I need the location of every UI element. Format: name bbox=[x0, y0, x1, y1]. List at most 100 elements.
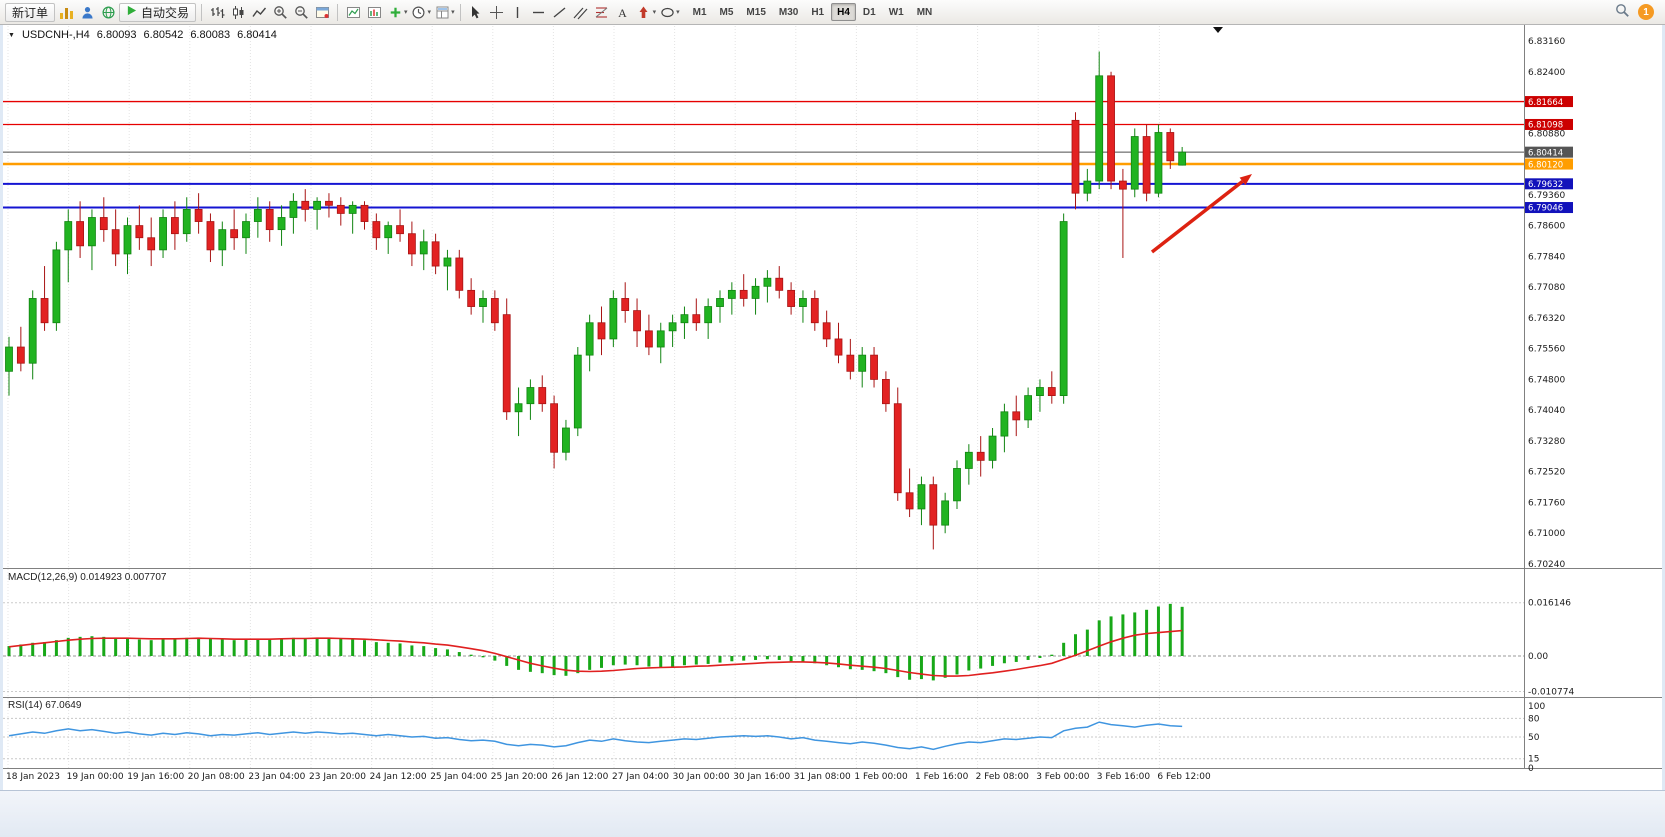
candle-body bbox=[704, 306, 713, 324]
candle-body bbox=[348, 204, 357, 214]
candle-body bbox=[597, 322, 606, 340]
candle-body bbox=[739, 289, 748, 299]
timeframe-m5[interactable]: M5 bbox=[714, 3, 740, 21]
indicator-list-icon[interactable] bbox=[343, 3, 363, 22]
zoom-in-icon[interactable] bbox=[270, 3, 290, 22]
candle-body bbox=[727, 289, 736, 299]
timeframe-m1[interactable]: M1 bbox=[687, 3, 713, 21]
horizontal-line-icon[interactable] bbox=[529, 3, 549, 22]
zoom-out-icon[interactable] bbox=[291, 3, 311, 22]
current-price-line-badge-label: 6.80414 bbox=[1528, 148, 1563, 158]
time-axis-label: 18 Jan 2023 bbox=[6, 772, 60, 782]
candle-body bbox=[135, 225, 144, 239]
equidistant-channel-icon[interactable] bbox=[571, 3, 591, 22]
candle-body bbox=[822, 322, 831, 340]
trendline-icon[interactable] bbox=[550, 3, 570, 22]
timeframe-h4[interactable]: H4 bbox=[831, 3, 856, 21]
candle-body bbox=[573, 354, 582, 429]
main-toolbar: 新订单 自动交易 ▾ ▾ ▾ bbox=[0, 0, 1665, 25]
time-axis-label: 19 Jan 16:00 bbox=[127, 772, 184, 782]
candle-body bbox=[799, 298, 807, 307]
candlestick-chart-icon[interactable] bbox=[228, 3, 248, 22]
text-label-icon[interactable]: A bbox=[613, 3, 633, 22]
candle-body bbox=[716, 298, 724, 307]
rsi-indicator-label: RSI(14) 67.0649 bbox=[8, 700, 82, 711]
timeframe-toolbar: M1 M5 M15 M30 H1 H4 D1 W1 MN bbox=[687, 3, 939, 21]
candle-body bbox=[336, 204, 345, 214]
time-axis-label: 25 Jan 04:00 bbox=[430, 772, 487, 782]
resistance-line-2-badge-label: 6.81098 bbox=[1528, 121, 1563, 131]
auto-trading-button[interactable]: 自动交易 bbox=[119, 2, 197, 22]
timeframe-h1[interactable]: H1 bbox=[805, 3, 830, 21]
new-order-button[interactable]: 新订单 bbox=[5, 2, 56, 22]
dropdown-caret[interactable]: ▾ bbox=[427, 9, 432, 16]
charts-window-icon[interactable] bbox=[56, 3, 76, 22]
search-icon[interactable] bbox=[1615, 3, 1630, 21]
shapes-icon[interactable] bbox=[657, 3, 677, 22]
candle-body bbox=[609, 298, 618, 340]
one-click-trading-icon[interactable]: ▼ bbox=[8, 31, 15, 39]
line-chart-icon[interactable] bbox=[249, 3, 269, 22]
cursor-icon[interactable] bbox=[466, 3, 486, 22]
time-axis-label: 23 Jan 04:00 bbox=[248, 772, 305, 782]
new-order-label: 新订单 bbox=[12, 5, 49, 20]
candle-body bbox=[1166, 132, 1175, 162]
market-watch-icon[interactable] bbox=[77, 3, 97, 22]
candle-body bbox=[1059, 221, 1068, 397]
notification-badge[interactable]: 1 bbox=[1638, 4, 1654, 20]
dropdown-caret[interactable]: ▾ bbox=[676, 9, 680, 16]
price-axis-label: 6.82400 bbox=[1528, 68, 1565, 78]
candle-body bbox=[407, 233, 416, 255]
timeframe-mn[interactable]: MN bbox=[911, 3, 939, 21]
time-axis-label: 6 Feb 12:00 bbox=[1157, 772, 1211, 782]
indicator-window-icon[interactable] bbox=[364, 3, 384, 22]
timeframe-w1[interactable]: W1 bbox=[883, 3, 910, 21]
candle-body bbox=[289, 200, 298, 218]
candle-body bbox=[1000, 411, 1009, 437]
templates-icon[interactable] bbox=[432, 3, 452, 22]
candle-body bbox=[1024, 395, 1032, 421]
candle-body bbox=[1119, 180, 1127, 190]
dropdown-caret[interactable]: ▾ bbox=[451, 9, 455, 16]
support-line-2-badge bbox=[1525, 202, 1573, 214]
pivot-line-orange-badge bbox=[1525, 158, 1573, 170]
trend-arrow[interactable] bbox=[1150, 180, 1244, 254]
timeframe-m30[interactable]: M30 bbox=[773, 3, 804, 21]
price-axis-label: 6.70240 bbox=[1528, 560, 1565, 570]
arrow-objects-icon[interactable] bbox=[634, 3, 654, 22]
vertical-line-icon[interactable] bbox=[508, 3, 528, 22]
profiles-icon[interactable] bbox=[312, 3, 332, 22]
dropdown-caret[interactable]: ▾ bbox=[404, 9, 408, 16]
candle-body bbox=[668, 322, 677, 332]
macd-axis-label: 0.00 bbox=[1528, 652, 1548, 662]
price-axis-label: 6.72520 bbox=[1528, 468, 1565, 478]
candle-body bbox=[313, 200, 322, 210]
price-axis-label: 6.79360 bbox=[1528, 191, 1565, 201]
bar-chart-icon[interactable] bbox=[207, 3, 227, 22]
macd-signal-line bbox=[8, 629, 1183, 677]
candle-body bbox=[538, 387, 547, 405]
candle-body bbox=[988, 435, 997, 461]
candle-body bbox=[810, 298, 819, 324]
candle-body bbox=[419, 241, 428, 255]
candle-body bbox=[396, 225, 404, 235]
timeframe-m15[interactable]: M15 bbox=[740, 3, 771, 21]
crosshair-icon[interactable] bbox=[487, 3, 507, 22]
price-axis-label: 6.74040 bbox=[1528, 406, 1565, 416]
candle-body bbox=[680, 314, 689, 324]
candle-body bbox=[656, 330, 665, 348]
fibonacci-icon[interactable] bbox=[592, 3, 612, 22]
trend-arrow-head[interactable] bbox=[1239, 174, 1252, 186]
chart-ohlc-header: ▼ USDCNH-,H4 6.80093 6.80542 6.80083 6.8… bbox=[8, 29, 277, 41]
candle-body bbox=[917, 484, 926, 510]
add-indicator-icon[interactable] bbox=[385, 3, 405, 22]
macd-indicator-label: MACD(12,26,9) 0.014923 0.007707 bbox=[8, 572, 167, 583]
timeframe-d1[interactable]: D1 bbox=[857, 3, 882, 21]
period-clock-icon[interactable] bbox=[409, 3, 429, 22]
candle-body bbox=[360, 204, 369, 222]
navigator-icon[interactable] bbox=[98, 3, 118, 22]
candle-body bbox=[858, 354, 867, 372]
candle-body bbox=[1154, 132, 1163, 194]
candle-body bbox=[16, 346, 25, 364]
dropdown-caret[interactable]: ▾ bbox=[652, 9, 657, 16]
